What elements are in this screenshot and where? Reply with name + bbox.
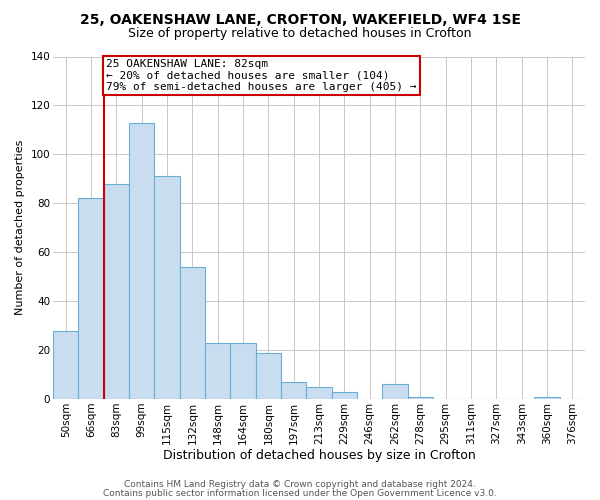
Text: Contains HM Land Registry data © Crown copyright and database right 2024.: Contains HM Land Registry data © Crown c… bbox=[124, 480, 476, 489]
Bar bbox=[407, 396, 433, 399]
Text: 25 OAKENSHAW LANE: 82sqm
← 20% of detached houses are smaller (104)
79% of semi-: 25 OAKENSHAW LANE: 82sqm ← 20% of detach… bbox=[106, 59, 417, 92]
Text: Contains public sector information licensed under the Open Government Licence v3: Contains public sector information licen… bbox=[103, 488, 497, 498]
X-axis label: Distribution of detached houses by size in Crofton: Distribution of detached houses by size … bbox=[163, 450, 475, 462]
Bar bbox=[104, 184, 129, 399]
Bar bbox=[535, 396, 560, 399]
Text: Size of property relative to detached houses in Crofton: Size of property relative to detached ho… bbox=[128, 28, 472, 40]
Bar bbox=[205, 343, 230, 399]
Bar bbox=[382, 384, 407, 399]
Bar bbox=[256, 352, 281, 399]
Bar bbox=[180, 267, 205, 399]
Bar bbox=[53, 330, 79, 399]
Bar bbox=[307, 387, 332, 399]
Bar bbox=[281, 382, 307, 399]
Y-axis label: Number of detached properties: Number of detached properties bbox=[15, 140, 25, 316]
Bar bbox=[129, 122, 154, 399]
Bar bbox=[332, 392, 357, 399]
Text: 25, OAKENSHAW LANE, CROFTON, WAKEFIELD, WF4 1SE: 25, OAKENSHAW LANE, CROFTON, WAKEFIELD, … bbox=[79, 12, 521, 26]
Bar bbox=[154, 176, 180, 399]
Bar bbox=[79, 198, 104, 399]
Bar bbox=[230, 343, 256, 399]
